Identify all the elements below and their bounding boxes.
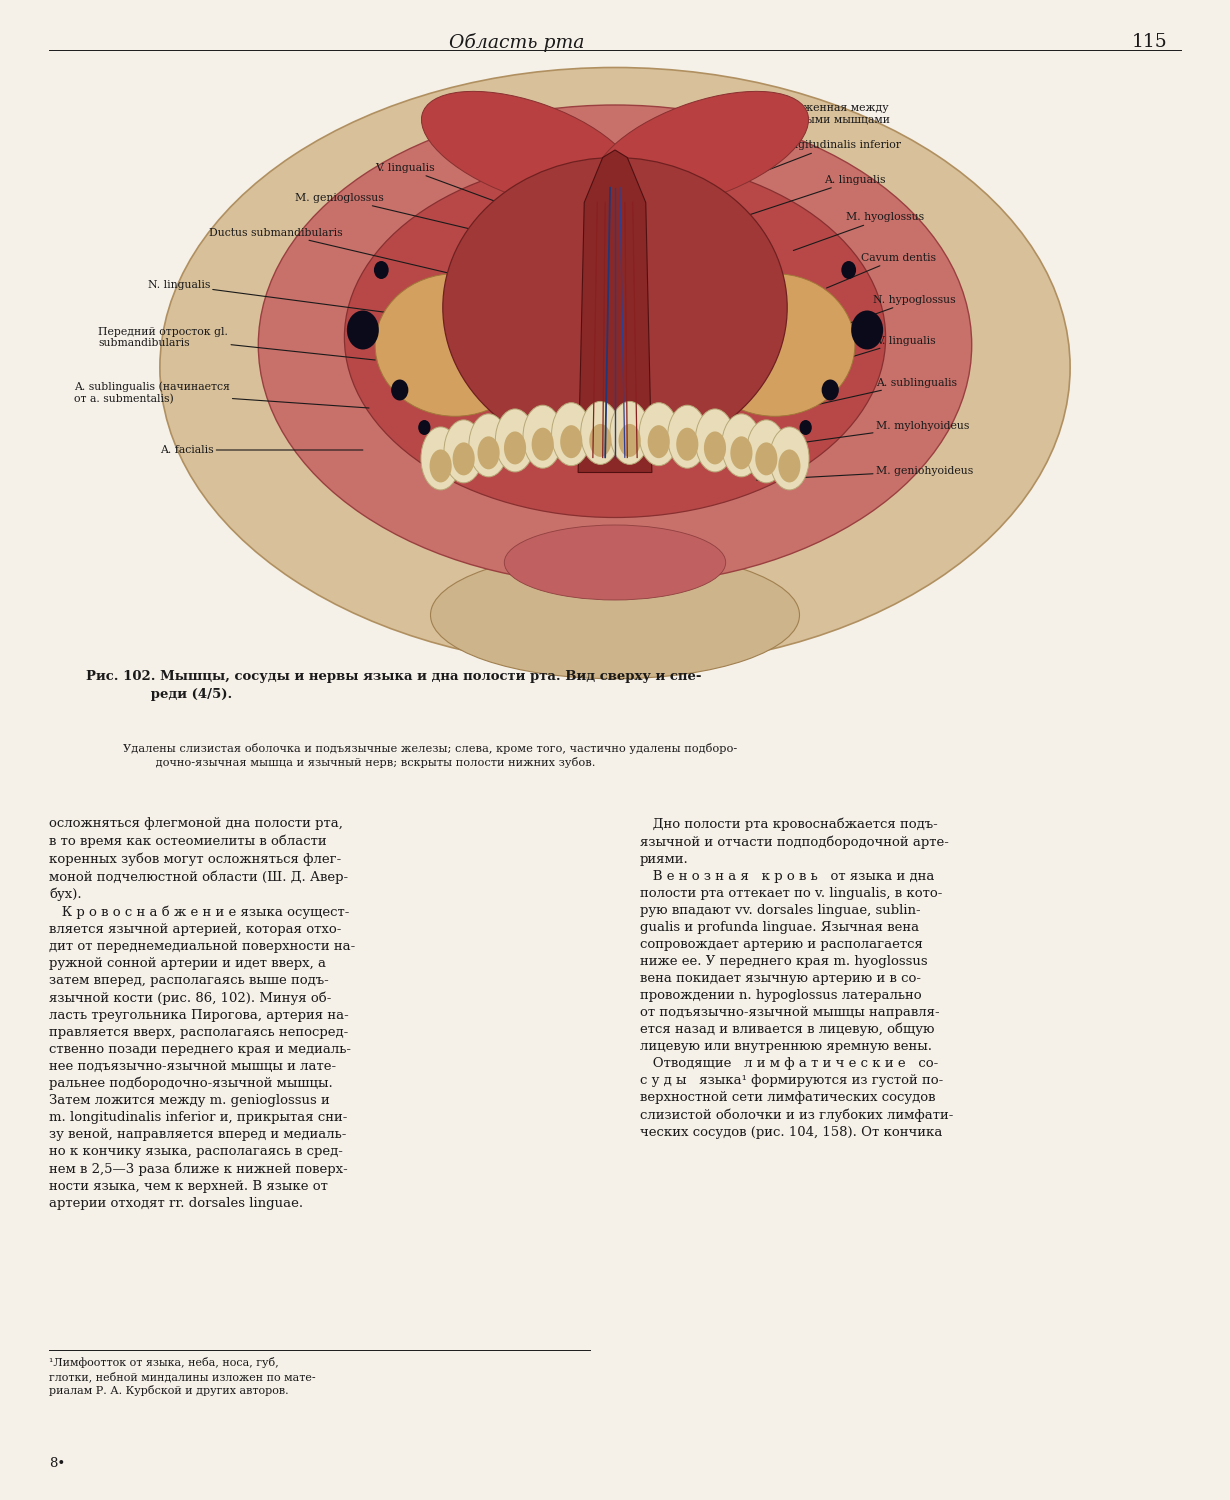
Circle shape	[800, 420, 812, 435]
Ellipse shape	[496, 410, 535, 472]
Ellipse shape	[731, 436, 753, 470]
Text: 8•: 8•	[49, 1456, 65, 1470]
Text: N. hypoglossus: N. hypoglossus	[839, 296, 956, 327]
Ellipse shape	[504, 432, 526, 465]
Circle shape	[374, 261, 389, 279]
Ellipse shape	[504, 525, 726, 600]
Ellipse shape	[523, 405, 562, 468]
Text: A. lingualis: A. lingualis	[750, 176, 886, 214]
Text: Ductus submandibularis: Ductus submandibularis	[209, 228, 467, 278]
Text: N. lingualis: N. lingualis	[148, 280, 406, 315]
Ellipse shape	[477, 436, 499, 470]
Ellipse shape	[444, 420, 483, 483]
Text: Дно полости рта кровоснабжается подъ-
язычной и отчасти подподбородочной арте-
р: Дно полости рта кровоснабжается подъ- яз…	[640, 818, 953, 1138]
Ellipse shape	[594, 92, 808, 208]
Text: M. longitudinalis inferior: M. longitudinalis inferior	[711, 141, 900, 192]
Circle shape	[391, 380, 408, 400]
Text: Область рта: Область рта	[449, 33, 584, 53]
Ellipse shape	[422, 92, 636, 208]
Circle shape	[822, 380, 839, 400]
Ellipse shape	[375, 273, 535, 416]
Ellipse shape	[676, 427, 699, 460]
Ellipse shape	[430, 550, 800, 678]
Ellipse shape	[429, 450, 451, 483]
Text: M. geniohyoideus: M. geniohyoideus	[756, 466, 973, 480]
Text: Рис. 102. Мышцы, сосуды и нервы языка и дна полости рта. Вид сверху и спе-
     : Рис. 102. Мышцы, сосуды и нервы языка и …	[86, 670, 701, 700]
Circle shape	[841, 261, 856, 279]
Ellipse shape	[770, 427, 809, 490]
Text: ¹Лимфоотток от языка, неба, носа, губ,
глотки, небной миндалины изложен по мате-: ¹Лимфоотток от языка, неба, носа, губ, г…	[49, 1358, 316, 1396]
Text: A. facialis: A. facialis	[160, 446, 363, 454]
Text: M. hyoglossus: M. hyoglossus	[793, 213, 925, 250]
Ellipse shape	[551, 402, 590, 465]
Ellipse shape	[695, 273, 855, 416]
Ellipse shape	[668, 405, 707, 468]
Text: M. genioglossus: M. genioglossus	[295, 194, 517, 240]
Ellipse shape	[704, 432, 726, 465]
Circle shape	[347, 310, 379, 350]
Text: V. lingualis: V. lingualis	[375, 164, 535, 216]
Circle shape	[418, 420, 430, 435]
Circle shape	[851, 310, 883, 350]
Ellipse shape	[610, 402, 649, 465]
Text: V. lingualis: V. lingualis	[827, 336, 935, 364]
Ellipse shape	[560, 424, 582, 458]
Ellipse shape	[421, 427, 460, 490]
Ellipse shape	[531, 427, 554, 460]
Text: A. sublingualis (начинается
от a. submentalis): A. sublingualis (начинается от a. submen…	[74, 381, 369, 408]
Ellipse shape	[695, 410, 734, 472]
Text: 115: 115	[1132, 33, 1168, 51]
Text: Клетчатка, расположенная между
подбородочноязычными мышцами: Клетчатка, расположенная между подбородо…	[664, 102, 889, 183]
Text: A. sublingualis: A. sublingualis	[802, 378, 957, 408]
Ellipse shape	[619, 424, 641, 458]
Ellipse shape	[648, 424, 670, 458]
Text: M. mylohyoideus: M. mylohyoideus	[781, 422, 969, 446]
Ellipse shape	[160, 68, 1070, 668]
Ellipse shape	[589, 424, 611, 458]
Ellipse shape	[755, 442, 777, 476]
Ellipse shape	[453, 442, 475, 476]
Ellipse shape	[722, 414, 761, 477]
Text: Удалены слизистая оболочка и подъязычные железы; слева, кроме того, частично уда: Удалены слизистая оболочка и подъязычные…	[123, 742, 737, 768]
Ellipse shape	[258, 105, 972, 585]
Ellipse shape	[581, 402, 620, 465]
Ellipse shape	[344, 158, 886, 518]
Ellipse shape	[640, 402, 679, 465]
Ellipse shape	[779, 450, 801, 483]
Ellipse shape	[443, 158, 787, 458]
Text: Cavum dentis: Cavum dentis	[827, 254, 936, 288]
Ellipse shape	[747, 420, 786, 483]
Text: осложняться флегмоной дна полости рта,
в то время как остеомиелиты в области
кор: осложняться флегмоной дна полости рта, в…	[49, 818, 355, 1210]
Text: Передний отросток gl.
submandibularis: Передний отросток gl. submandibularis	[98, 327, 375, 360]
Polygon shape	[578, 150, 652, 472]
Ellipse shape	[469, 414, 508, 477]
